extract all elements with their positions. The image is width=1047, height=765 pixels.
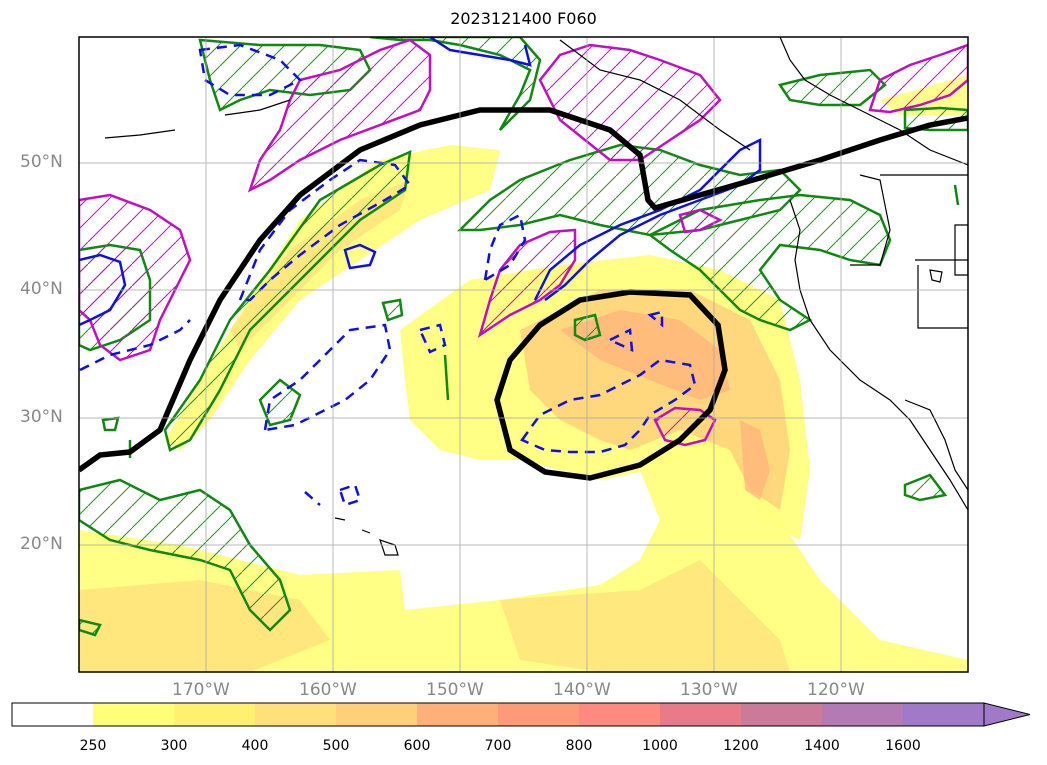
colorbar-swatch: [903, 703, 984, 726]
colorbar-tick-label: 300: [160, 738, 188, 754]
colorbar-tick-label: 1200: [723, 738, 759, 754]
map-frame: [78, 36, 969, 673]
colorbar-tick-label: 1600: [885, 738, 921, 754]
colorbar-outline: [11, 702, 984, 727]
lat-label-50: 50°N: [20, 152, 63, 172]
colorbar-swatch: [579, 703, 660, 726]
colorbar-tick-label: 250: [79, 738, 107, 754]
colorbar-swatch: [93, 703, 174, 726]
coastlines: [104, 37, 968, 556]
colorbar-swatch: [12, 703, 93, 726]
colorbar-swatch: [741, 703, 822, 726]
colorbar-tick-label: 500: [322, 738, 350, 754]
colorbar-swatch: [174, 703, 255, 726]
colorbar-swatch: [336, 703, 417, 726]
colorbar-swatch: [255, 703, 336, 726]
colorbar-swatch: [498, 703, 579, 726]
lat-label-20: 20°N: [20, 534, 63, 554]
colorbar-swatch: [822, 703, 903, 726]
lon-label-170w: 170°W: [172, 680, 230, 700]
gridlines: [79, 37, 968, 672]
colorbar-tick-label: 600: [403, 738, 431, 754]
colorbar-extend-arrow: [983, 702, 1031, 727]
colorbar-tick-label: 400: [241, 738, 269, 754]
lon-label-140w: 140°W: [553, 680, 611, 700]
magenta-hatched-regions: [79, 38, 968, 447]
chart-title: 2023121400 F060: [450, 9, 597, 28]
colorbar: [11, 702, 1031, 727]
green-hatched-regions: [79, 37, 968, 637]
colorbar-tick-label: 700: [484, 738, 512, 754]
lon-label-130w: 130°W: [680, 680, 738, 700]
lon-label-150w: 150°W: [426, 680, 484, 700]
lat-label-30: 30°N: [20, 407, 63, 427]
blue-solid-contours: [79, 37, 762, 327]
black-bold-contours: [79, 107, 968, 481]
lon-label-160w: 160°W: [299, 680, 357, 700]
colorbar-swatch: [417, 703, 498, 726]
lon-label-120w: 120°W: [807, 680, 865, 700]
colorbar-swatch: [660, 703, 741, 726]
colorbar-tick-label: 1400: [804, 738, 840, 754]
colorbar-tick-label: 800: [565, 738, 593, 754]
lat-label-40: 40°N: [20, 279, 63, 299]
colorbar-tick-label: 1000: [642, 738, 678, 754]
